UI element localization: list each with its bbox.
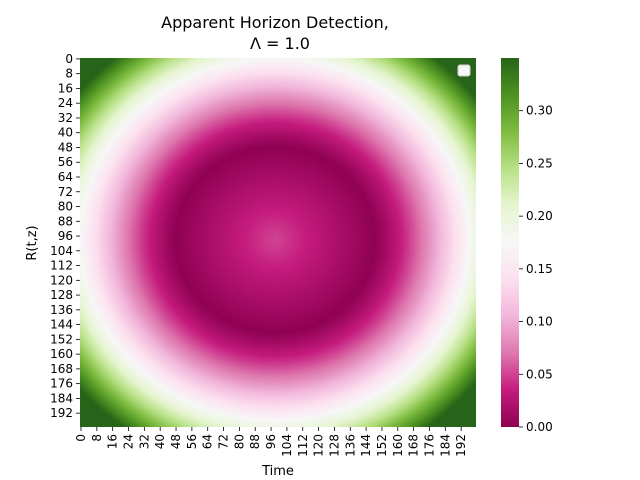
x-tick-label: 176	[422, 434, 436, 457]
x-tick-label: 32	[137, 434, 151, 449]
x-tick-label: 112	[296, 434, 310, 457]
x-tick-label: 192	[454, 434, 468, 457]
x-tick-label: 64	[201, 434, 215, 449]
y-axis-ticks: 0816243240485664728088961041121201281361…	[50, 52, 80, 420]
x-tick-label: 120	[312, 434, 326, 457]
y-tick-label: 160	[50, 347, 73, 361]
y-tick-label: 80	[58, 200, 73, 214]
x-axis-label: Time	[261, 464, 294, 479]
x-tick-label: 104	[280, 434, 294, 457]
legend-box	[457, 64, 471, 77]
y-tick-label: 96	[58, 229, 73, 243]
x-tick-label: 8	[90, 434, 104, 442]
x-tick-label: 72	[217, 434, 231, 449]
colorbar	[501, 58, 519, 427]
y-tick-label: 120	[50, 273, 73, 287]
x-tick-label: 56	[185, 434, 199, 449]
x-tick-label: 80	[232, 434, 246, 449]
y-tick-label: 168	[50, 362, 73, 376]
colorbar-tick-label: 0.20	[526, 209, 553, 223]
y-axis-label: R(t,z)	[25, 225, 40, 260]
colorbar-tick-label: 0.10	[526, 315, 553, 329]
x-tick-label: 136	[343, 434, 357, 457]
y-tick-label: 104	[50, 244, 73, 258]
y-tick-label: 128	[50, 288, 73, 302]
y-tick-label: 40	[58, 126, 73, 140]
colorbar-tick-label: 0.15	[526, 262, 553, 276]
y-tick-label: 64	[58, 170, 73, 184]
y-tick-label: 112	[50, 259, 73, 273]
y-tick-label: 176	[50, 377, 73, 391]
x-tick-label: 168	[407, 434, 421, 457]
chart-subtitle: Λ = 1.0	[250, 34, 310, 53]
x-tick-label: 144	[359, 434, 373, 457]
y-tick-label: 184	[50, 391, 73, 405]
y-tick-label: 192	[50, 406, 73, 420]
colorbar-tick-label: 0.25	[526, 156, 553, 170]
colorbar-ticks: 0.00 0.05 0.10 0.15 0.20 0.25 0.30	[519, 104, 553, 434]
y-tick-label: 88	[58, 214, 73, 228]
x-axis-ticks: 0 8 16 24 32 40 48 56 64 72 80 88 96 104 112 120 128 136 1…	[74, 427, 468, 457]
x-tick-label: 96	[264, 434, 278, 449]
chart-title: Apparent Horizon Detection,	[161, 13, 389, 32]
x-tick-label: 40	[153, 434, 167, 449]
colorbar-tick-label: 0.00	[526, 420, 553, 434]
y-tick-label: 56	[58, 155, 73, 169]
x-tick-label: 88	[248, 434, 262, 449]
colorbar-tick-label: 0.05	[526, 367, 553, 381]
y-tick-label: 16	[58, 81, 73, 95]
y-tick-label: 24	[58, 96, 73, 110]
y-tick-label: 144	[50, 318, 73, 332]
x-tick-label: 48	[169, 434, 183, 449]
y-tick-label: 32	[58, 111, 73, 125]
x-tick-label: 16	[106, 434, 120, 449]
heatmap-image	[80, 58, 476, 427]
x-tick-label: 128	[327, 434, 341, 457]
x-tick-label: 0	[74, 434, 88, 442]
x-tick-label: 152	[375, 434, 389, 457]
x-tick-label: 24	[122, 434, 136, 449]
x-tick-label: 160	[391, 434, 405, 457]
y-tick-label: 0	[65, 52, 73, 66]
y-tick-label: 152	[50, 332, 73, 346]
colorbar-tick-label: 0.30	[526, 104, 553, 118]
y-tick-label: 72	[58, 185, 73, 199]
y-tick-label: 136	[50, 303, 73, 317]
x-tick-label: 184	[438, 434, 452, 457]
y-tick-label: 48	[58, 140, 73, 154]
y-tick-label: 8	[65, 67, 73, 81]
